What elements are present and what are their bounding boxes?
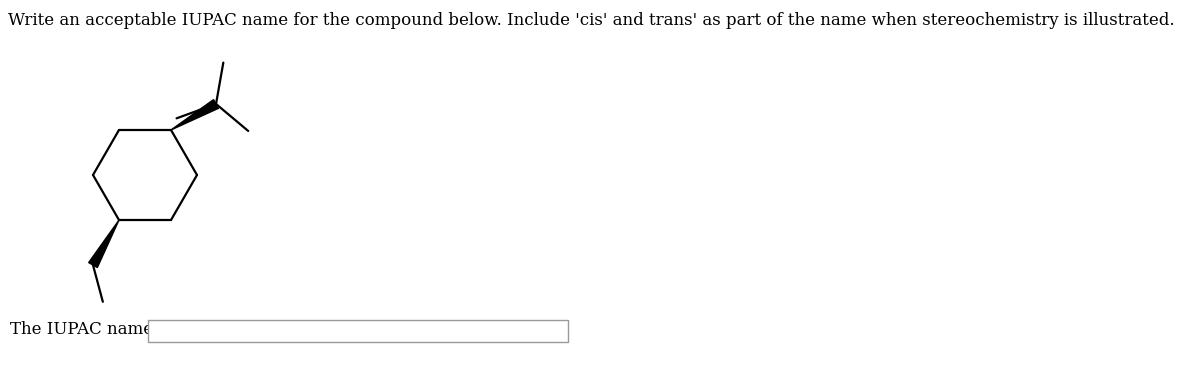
Polygon shape xyxy=(89,220,119,268)
Polygon shape xyxy=(172,100,218,130)
Text: Write an acceptable IUPAC name for the compound below. Include 'cis' and trans' : Write an acceptable IUPAC name for the c… xyxy=(8,12,1175,29)
Text: The IUPAC name is: The IUPAC name is xyxy=(10,322,172,338)
Bar xyxy=(148,320,568,342)
